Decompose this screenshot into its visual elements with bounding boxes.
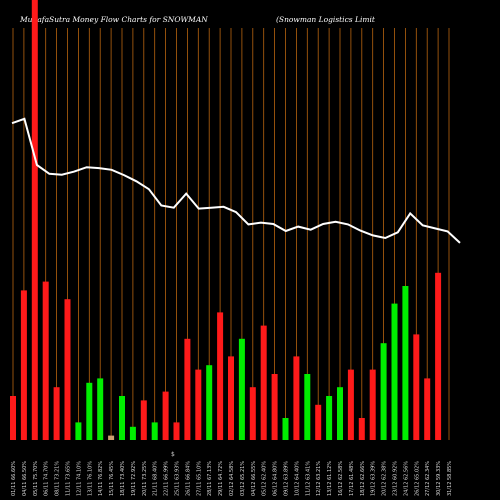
x-tick-label: 19/11 72.92% [131,461,137,496]
x-tick-label: 27/12 62.34% [425,461,431,496]
money-flow-bar [129,426,136,440]
money-flow-bar [402,286,409,440]
money-flow-bar [108,435,115,440]
x-tick-label: 05/11 75.70% [33,461,39,496]
money-flow-bar [206,365,213,440]
x-tick-label: 01/11 66.60% [11,461,17,496]
x-tick-label: 16/12 62.58% [338,461,344,496]
money-flow-bar [42,281,49,440]
chart-title: MunafaSutra Money Flow Charts for SNOWMA… [20,15,208,24]
x-tick-label: 09/12 63.89% [284,461,290,496]
money-flow-bar [140,400,147,440]
x-tick-label: 25/11 63.93% [175,461,181,496]
x-tick-label: 29/11 64.72% [218,461,224,496]
axis-marker: $ [171,451,175,458]
x-tick-label: 28/11 67.13% [207,461,213,496]
x-tick-label: 21/11 68.40% [153,461,159,496]
chart-subtitle: (Snowman Logistics Limit [276,15,375,24]
money-flow-bar [293,356,300,440]
money-flow-bar [195,369,202,440]
x-tick-label: 27/11 65.10% [196,461,202,496]
money-flow-bar [358,418,365,440]
money-flow-bar [315,404,322,440]
money-flow-bar [391,303,398,440]
x-tick-label: 10/12 64.40% [294,461,300,496]
money-flow-bar [249,387,256,440]
x-tick-label: 30/12 59.33% [436,461,442,496]
x-tick-label: 14/11 76.82% [98,461,104,496]
money-flow-bar [173,422,180,440]
money-flow-bar [119,396,125,440]
money-flow-bar [238,338,245,440]
x-tick-label: 04/11 66.50% [22,461,28,496]
money-flow-bar [380,343,387,440]
money-flow-bar [271,374,278,440]
money-flow-bar [228,356,234,440]
money-flow-bar [413,334,420,440]
money-flow-bar [347,369,354,440]
price-line [11,117,461,244]
money-flow-bar [64,299,71,440]
x-tick-label: 03/12 65.21% [240,461,246,496]
x-tick-label: 26/12 65.02% [414,461,420,496]
x-tick-label: 23/12 60.92% [393,461,399,496]
money-flow-bar [217,312,224,440]
money-flow-bar [337,387,343,440]
x-tick-label: 11/11 73.65% [66,461,72,496]
x-tick-label: 22/11 66.99% [164,461,170,496]
x-tick-label: 12/11 74.10% [76,461,82,496]
money-flow-bar [162,391,169,440]
x-tick-label: 11/12 63.41% [305,461,311,496]
money-flow-bar [20,290,27,440]
money-flow-bar [10,396,16,440]
x-tick-label: 12/12 63.21% [316,461,322,496]
money-flow-bar [75,422,82,440]
x-tick-label: 15/11 76.45% [109,461,115,496]
money-flow-bar [282,418,289,440]
x-tick-labels: 01/11 66.60% 04/11 66.50% 05/11 75.70% 06/1… [11,461,453,496]
x-tick-label: 18/11 73.40% [120,461,126,496]
x-tick-label: 05/12 62.40% [262,461,268,496]
money-flow-bar [31,0,38,440]
x-tick-label: 17/12 61.48% [349,461,355,496]
money-flow-bar [424,378,431,440]
x-tick-label: 08/11 73.21% [55,461,61,496]
x-tick-label: 31/12 58.85% [447,461,453,496]
x-tick-label: 13/12 61.12% [327,461,333,496]
x-tick-label: 18/12 62.66% [360,461,366,496]
bar-series [10,0,442,440]
money-flow-bar [260,325,267,440]
x-tick-label: 20/11 73.25% [142,461,148,496]
money-flow-bar [151,422,158,440]
money-flow-bar [86,382,93,440]
money-flow-bar [435,272,442,440]
x-tick-label: 06/11 74.70% [44,461,50,496]
x-tick-label: 02/12 64.58% [229,461,235,496]
x-tick-label: 13/11 76.10% [87,461,93,496]
money-flow-bar [304,374,311,440]
x-tick-label: 19/12 63.39% [371,461,377,496]
x-tick-label: 04/12 66.55% [251,461,257,496]
x-tick-label: 24/12 62.56% [403,461,409,496]
x-tick-label: 06/12 64.80% [273,461,279,496]
money-flow-bar [97,378,104,440]
money-flow-bar [369,369,376,440]
money-flow-bar [326,396,333,440]
money-flow-bar [53,387,60,440]
x-tick-label: 26/11 66.84% [185,461,191,496]
x-tick-label: 20/12 62.38% [382,461,388,496]
money-flow-bar [184,338,191,440]
